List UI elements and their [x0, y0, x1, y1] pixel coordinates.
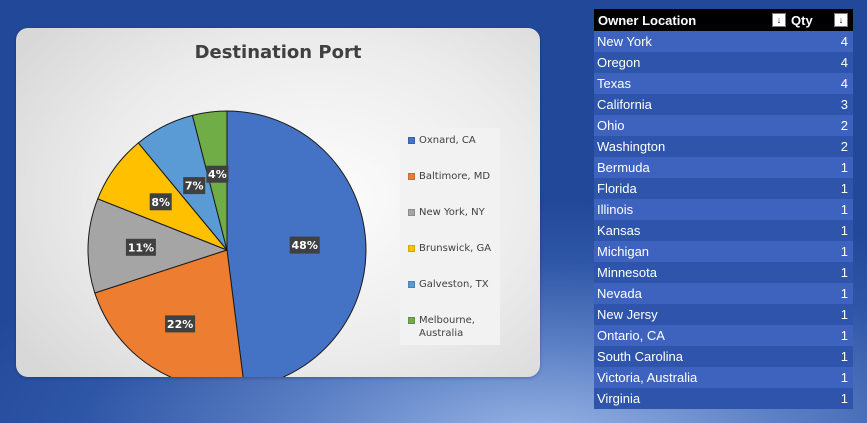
- legend-label: Baltimore, MD: [419, 171, 491, 182]
- cell-qty[interactable]: 1: [840, 265, 848, 280]
- data-label-box: [149, 193, 172, 211]
- data-label-box: [183, 177, 206, 195]
- table-row[interactable]: Texas 4: [594, 73, 853, 94]
- cell-qty[interactable]: 4: [840, 55, 848, 70]
- legend-label: Brunswick, GA: [419, 243, 492, 254]
- table-row[interactable]: New York 4: [594, 31, 853, 52]
- cell-location[interactable]: Texas: [597, 76, 631, 91]
- chart-card[interactable]: Destination Port 48% 22% 11% 8% 7% 4% Oxnard,…: [16, 28, 540, 377]
- header-qty[interactable]: Qty: [791, 13, 813, 28]
- cell-location[interactable]: Bermuda: [597, 160, 650, 175]
- table-row[interactable]: Illinois 1: [594, 199, 853, 220]
- cell-location[interactable]: Minnesota: [597, 265, 657, 280]
- cell-qty[interactable]: 1: [840, 286, 848, 301]
- legend-item: Melbourne, Australia: [408, 314, 501, 340]
- cell-qty[interactable]: 1: [840, 307, 848, 322]
- legend-item: New York, NY: [408, 206, 501, 219]
- data-label-box: [125, 238, 156, 256]
- table-row[interactable]: Minnesota 1: [594, 262, 853, 283]
- data-label-box: [165, 315, 196, 333]
- cell-location[interactable]: Michigan: [597, 244, 650, 259]
- data-label-box: [289, 236, 320, 254]
- cell-qty[interactable]: 1: [840, 160, 848, 175]
- table-row[interactable]: Nevada 1: [594, 283, 853, 304]
- table-body: New York 4 Oregon 4 Texas 4 California 3 Ohio 2 Wa…: [594, 31, 853, 409]
- sort-qty-icon[interactable]: ↓: [834, 13, 848, 27]
- cell-qty[interactable]: 3: [840, 97, 848, 112]
- table-row[interactable]: New Jersy 1: [594, 304, 853, 325]
- table-row[interactable]: Ohio 2: [594, 115, 853, 136]
- data-label-box: [206, 165, 229, 183]
- pie-slice[interactable]: [94, 249, 245, 377]
- cell-qty[interactable]: 1: [840, 181, 848, 196]
- cell-qty[interactable]: 1: [840, 391, 848, 406]
- legend-swatch: [408, 317, 415, 324]
- legend-item: Galveston, TX: [408, 278, 501, 291]
- legend-label: Galveston, TX: [419, 279, 489, 290]
- legend-swatch: [408, 209, 415, 216]
- data-label: 11%: [128, 241, 154, 254]
- table-row[interactable]: Ontario, CA 1: [594, 325, 853, 346]
- cell-location[interactable]: Ontario, CA: [597, 328, 665, 343]
- cell-location[interactable]: Florida: [597, 181, 637, 196]
- table-row[interactable]: Bermuda 1: [594, 157, 853, 178]
- legend-swatch: [408, 137, 415, 144]
- table-row[interactable]: California 3: [594, 94, 853, 115]
- data-label: 48%: [292, 239, 318, 252]
- data-label: 22%: [167, 318, 193, 331]
- cell-location[interactable]: Washington: [597, 139, 666, 154]
- cell-qty[interactable]: 1: [840, 223, 848, 238]
- legend-item: Brunswick, GA: [408, 242, 501, 255]
- table-row[interactable]: Kansas 1: [594, 220, 853, 241]
- cell-location[interactable]: California: [597, 97, 652, 112]
- table-header: Owner Location ↓ Qty ↓: [594, 9, 853, 31]
- cell-location[interactable]: New York: [597, 34, 652, 49]
- cell-location[interactable]: Oregon: [597, 55, 641, 70]
- cell-qty[interactable]: 4: [840, 34, 848, 49]
- legend-swatch: [408, 245, 415, 252]
- chart-title: Destination Port: [194, 42, 362, 63]
- cell-qty[interactable]: 1: [840, 349, 848, 364]
- cell-qty[interactable]: 1: [840, 202, 848, 217]
- data-label: 8%: [151, 196, 170, 209]
- data-label: 4%: [208, 168, 227, 181]
- cell-qty[interactable]: 2: [840, 139, 848, 154]
- header-owner-location[interactable]: Owner Location: [598, 13, 697, 28]
- cell-location[interactable]: Illinois: [597, 202, 634, 217]
- cell-location[interactable]: Ohio: [597, 118, 625, 133]
- cell-qty[interactable]: 2: [840, 118, 848, 133]
- table-row[interactable]: Oregon 4: [594, 52, 853, 73]
- filter-location-icon[interactable]: ↓: [772, 13, 786, 27]
- cell-location[interactable]: South Carolina: [597, 349, 683, 364]
- cell-location[interactable]: New Jersy: [597, 307, 658, 322]
- legend-item: Baltimore, MD: [408, 170, 501, 183]
- table-row[interactable]: Victoria, Australia 1: [594, 367, 853, 388]
- legend-label: Oxnard, CA: [419, 135, 476, 146]
- cell-location[interactable]: Virginia: [597, 391, 641, 406]
- table-row[interactable]: Virginia 1: [594, 388, 853, 409]
- legend-label: Melbourne, Australia: [419, 315, 475, 339]
- chart-legend: Oxnard, CA Baltimore, MD New York, NY Bruns…: [400, 128, 500, 345]
- owner-location-table: Owner Location ↓ Qty ↓ New York 4 Oregon 4 T…: [594, 9, 853, 409]
- pie-chart[interactable]: 48% 22% 11% 8% 7% 4%: [16, 28, 540, 377]
- cell-location[interactable]: Nevada: [597, 286, 642, 301]
- table-row[interactable]: Washington 2: [594, 136, 853, 157]
- table-row[interactable]: Florida 1: [594, 178, 853, 199]
- pie-slice[interactable]: [87, 198, 229, 294]
- cell-qty[interactable]: 1: [840, 244, 848, 259]
- cell-location[interactable]: Kansas: [597, 223, 641, 238]
- table-row[interactable]: South Carolina 1: [594, 346, 853, 367]
- data-label: 7%: [185, 180, 204, 193]
- table-row[interactable]: Michigan 1: [594, 241, 853, 262]
- cell-location[interactable]: Victoria, Australia: [597, 370, 698, 385]
- legend-swatch: [408, 173, 415, 180]
- cell-qty[interactable]: 1: [840, 328, 848, 343]
- cell-qty[interactable]: 4: [840, 76, 848, 91]
- legend-label: New York, NY: [419, 207, 485, 218]
- cell-qty[interactable]: 1: [840, 370, 848, 385]
- legend-swatch: [408, 281, 415, 288]
- legend-item: Oxnard, CA: [408, 134, 501, 147]
